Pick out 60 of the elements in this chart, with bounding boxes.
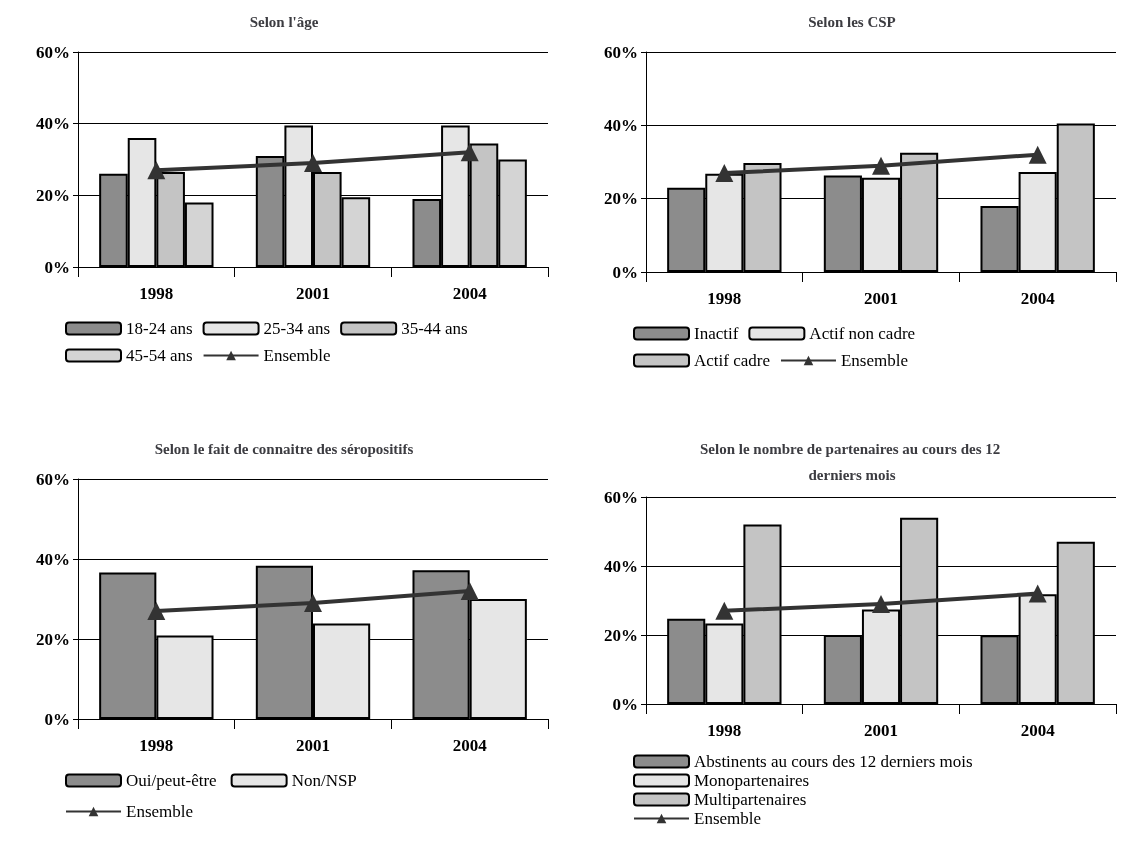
point: [715, 601, 734, 620]
y-tick-label: 60%: [36, 42, 70, 62]
x-tick-label: 2004: [452, 284, 488, 303]
legend-label: Monopartenaires: [694, 771, 810, 790]
x-tick-label: 1998: [707, 289, 742, 308]
point: [1028, 145, 1047, 164]
x-tick-label: 1998: [139, 284, 174, 303]
point: [872, 156, 890, 175]
legend-label: Actif cadre: [694, 351, 770, 370]
legend-label: Ensemble: [263, 346, 331, 365]
x-tick-label: 1998: [139, 736, 174, 755]
x-tick-label: 2004: [452, 736, 488, 755]
y-tick-label: 60%: [36, 469, 70, 489]
y-tick-label: 40%: [36, 549, 70, 569]
point: [1028, 584, 1047, 603]
point: [147, 602, 166, 620]
y-tick-label: 60%: [604, 487, 638, 507]
point: [460, 582, 479, 600]
point: [304, 154, 322, 173]
legend-label: 45-54 ans: [126, 346, 193, 365]
y-tick-label: 0%: [44, 257, 70, 277]
y-tick-label: 20%: [36, 185, 70, 205]
legend-label: Ensemble: [840, 351, 909, 370]
x-tick-label: 2001: [296, 736, 330, 755]
chart-title: Selon les CSP: [808, 14, 896, 30]
legend-label: Ensemble: [126, 802, 194, 821]
legend-label: Inactif: [694, 324, 739, 343]
legend-label: 18-24 ans: [126, 319, 193, 338]
point: [715, 164, 734, 182]
point: [147, 161, 166, 180]
legend-label: Multipartenaires: [694, 790, 807, 809]
point: [460, 143, 479, 162]
y-tick-label: 0%: [44, 709, 70, 729]
point: [304, 594, 322, 612]
chart-title: Selon le nombre de partenaires au cours des 12 derniers mois: [699, 441, 1005, 483]
y-tick-label: 40%: [604, 556, 638, 576]
chart-title: Selon l'âge: [249, 14, 319, 30]
y-tick-label: 0%: [612, 262, 638, 282]
legend-label: Non/NSP: [291, 771, 357, 790]
x-tick-label: 1998: [707, 721, 742, 740]
legend-label: Abstinents au cours des 12 derniers mois: [694, 752, 973, 771]
legend-label: Actif non cadre: [809, 324, 916, 343]
y-tick-label: 60%: [604, 42, 638, 62]
legend-label: Ensemble: [694, 809, 762, 828]
x-tick-label: 2001: [864, 289, 898, 308]
x-tick-label: 2004: [1020, 289, 1056, 308]
x-tick-label: 2001: [296, 284, 330, 303]
chart-title: Selon le fait de connaitre des séropositifs: [154, 441, 414, 457]
x-tick-label: 2001: [864, 721, 898, 740]
y-tick-label: 40%: [36, 114, 70, 134]
y-tick-label: 20%: [604, 625, 638, 645]
y-tick-label: 40%: [604, 115, 638, 135]
legend-label: 25-34 ans: [263, 319, 331, 338]
point: [872, 594, 890, 613]
legend-label: 35-44 ans: [401, 319, 468, 338]
y-tick-label: 0%: [612, 694, 638, 714]
y-tick-label: 20%: [36, 629, 70, 649]
x-tick-label: 2004: [1020, 721, 1056, 740]
y-tick-label: 20%: [604, 189, 638, 209]
legend-label: Oui/peut-être: [126, 771, 217, 790]
